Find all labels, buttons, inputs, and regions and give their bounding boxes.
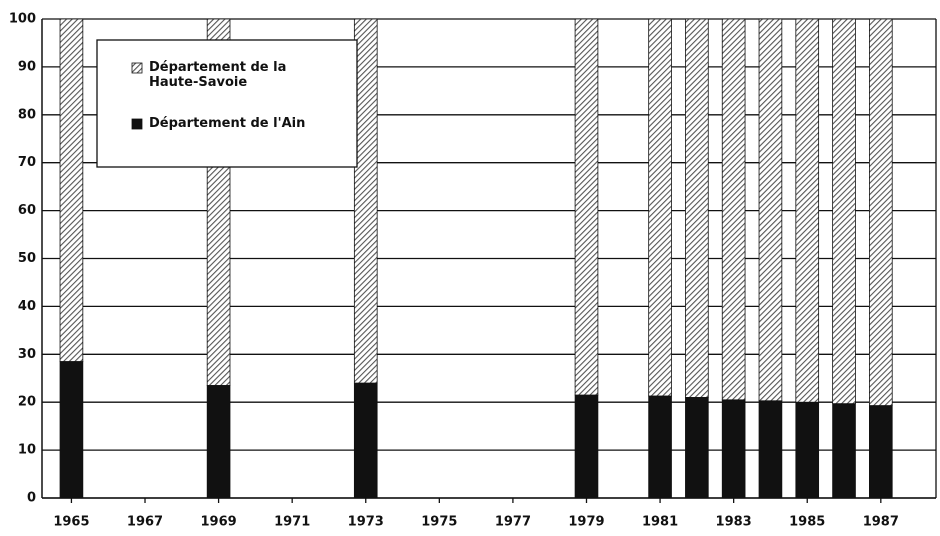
bar-segment (59, 18, 84, 362)
legend-label-box: Département de l'Ain (149, 116, 306, 131)
y-tick-label: 80 (18, 107, 36, 122)
legend-label-box: Département de la Haute-Savoie (149, 60, 287, 90)
bar-segment (869, 18, 893, 406)
y-tick-label: 10 (18, 443, 36, 458)
bar-segment (353, 382, 378, 499)
y-tick-label: 100 (9, 12, 36, 27)
bar-segment (685, 397, 709, 499)
bar-segment (758, 400, 783, 499)
x-tick-label: 1973 (348, 515, 384, 530)
x-tick-label: 1987 (863, 515, 899, 530)
bar-segment (832, 403, 856, 499)
bar-segment (721, 18, 746, 401)
x-tick-label: 1965 (53, 515, 89, 530)
bar-segment (574, 394, 599, 499)
bar-segment (574, 18, 599, 396)
y-tick-label: 30 (18, 347, 36, 362)
legend-label: Département de l'Ain (149, 116, 306, 131)
x-tick-label: 1981 (642, 515, 678, 530)
bar-segment (353, 18, 378, 384)
bar-segment (758, 18, 783, 402)
bar-segment (869, 405, 893, 499)
bar-segment (685, 18, 709, 398)
bar-segment (795, 401, 820, 499)
x-tick-label: 1983 (716, 515, 752, 530)
x-tick-label: 1969 (200, 515, 236, 530)
y-tick-label: 70 (18, 155, 36, 170)
legend-swatch (131, 118, 143, 130)
x-tick-label: 1967 (127, 515, 163, 530)
y-tick-label: 60 (18, 203, 36, 218)
bar-segment (721, 399, 746, 499)
y-tick-label: 0 (27, 491, 36, 506)
bar-segment (59, 361, 84, 499)
x-tick-label: 1977 (495, 515, 531, 530)
bar-segment (648, 18, 672, 397)
x-tick-label: 1979 (568, 515, 604, 530)
bar-segment (648, 395, 672, 499)
bar-segment (795, 18, 820, 403)
y-tick-label: 50 (18, 251, 36, 266)
y-tick-label: 90 (18, 59, 36, 74)
legend-swatch (131, 62, 143, 74)
bar-segment (206, 385, 231, 499)
legend-label: Département de la Haute-Savoie (149, 60, 287, 90)
x-tick-label: 1975 (421, 515, 457, 530)
y-tick-label: 40 (18, 299, 36, 314)
y-tick-label: 20 (18, 395, 36, 410)
x-tick-label: 1985 (789, 515, 825, 530)
legend-box (96, 39, 358, 168)
x-tick-label: 1971 (274, 515, 310, 530)
bar-segment (832, 18, 856, 405)
